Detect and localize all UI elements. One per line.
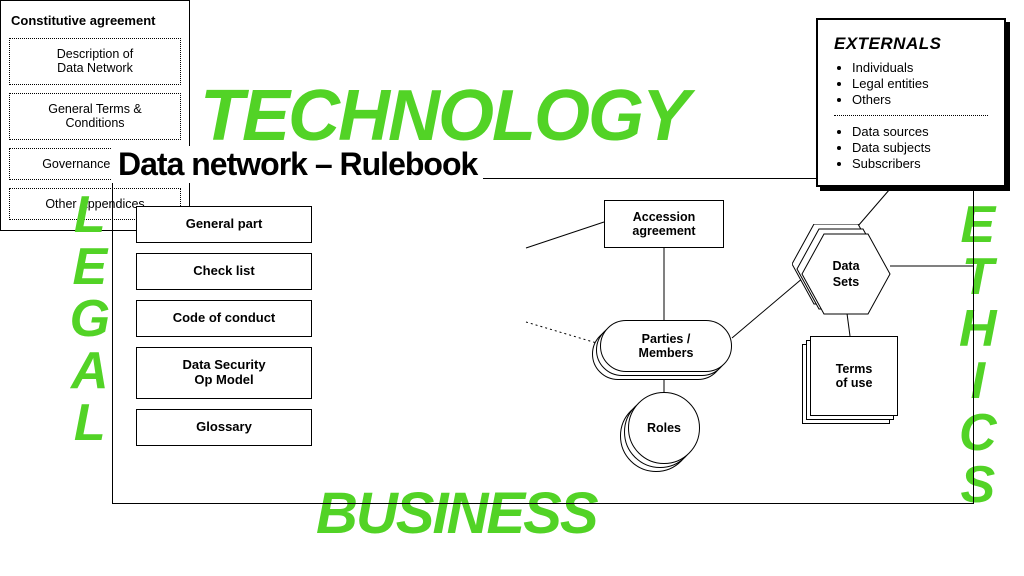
- externals-item: Subscribers: [852, 156, 988, 171]
- externals-item: Data sources: [852, 124, 988, 139]
- bgword-technology: TECHNOLOGY: [200, 84, 688, 149]
- left-column: General part Check list Code of conduct Dat…: [136, 206, 312, 446]
- externals-group2: Data sourcesData subjectsSubscribers: [834, 124, 988, 171]
- diagram-stage: TECHNOLOGY BUSINESS LEGAL ETHICS Data ne…: [0, 0, 1024, 576]
- node-terms: Terms of use: [810, 336, 898, 416]
- left-box: Check list: [136, 253, 312, 290]
- externals-title: EXTERNALS: [834, 34, 988, 54]
- left-box: General part: [136, 206, 312, 243]
- page-title: Data network – Rulebook: [112, 146, 483, 183]
- externals-divider: [834, 115, 988, 116]
- node-parties: Parties / Members: [600, 320, 732, 372]
- left-box: Code of conduct: [136, 300, 312, 337]
- node-accession: Accession agreement: [604, 200, 724, 248]
- externals-card: EXTERNALS IndividualsLegal entitiesOther…: [816, 18, 1006, 187]
- constitutive-item: General Terms & Conditions: [9, 93, 181, 140]
- left-box: Glossary: [136, 409, 312, 446]
- externals-item: Individuals: [852, 60, 988, 75]
- svg-text:Data: Data: [832, 259, 860, 273]
- bgword-legal: LEGAL: [66, 186, 113, 446]
- node-datasets: Data Sets: [792, 224, 896, 320]
- externals-item: Legal entities: [852, 76, 988, 91]
- svg-text:Sets: Sets: [833, 275, 859, 289]
- node-roles: Roles: [628, 392, 700, 464]
- left-box: Data Security Op Model: [136, 347, 312, 399]
- externals-item: Data subjects: [852, 140, 988, 155]
- externals-group1: IndividualsLegal entitiesOthers: [834, 60, 988, 107]
- constitutive-item: Description of Data Network: [9, 38, 181, 85]
- externals-item: Others: [852, 92, 988, 107]
- constitutive-header: Constitutive agreement: [9, 9, 181, 30]
